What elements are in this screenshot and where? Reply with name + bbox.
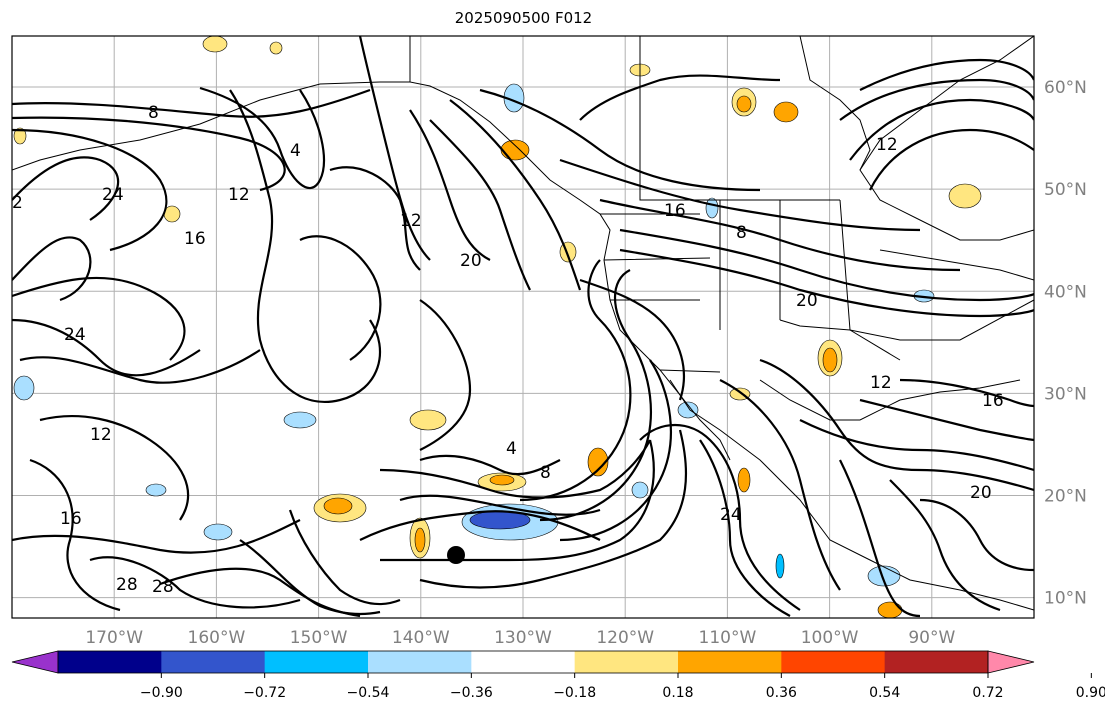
colorbar-segment (471, 651, 576, 673)
colorbar-tick-label: 0.54 (869, 685, 900, 701)
latitude-tick-label: 40°N (1044, 282, 1087, 302)
longitude-tick-label: 150°W (290, 628, 348, 648)
colorbar-frame (57, 650, 989, 674)
svg-text:20: 20 (460, 251, 482, 271)
latitude-tick-label: 50°N (1044, 180, 1087, 200)
colorbar-tick-label: 0.72 (972, 685, 1003, 701)
svg-text:8: 8 (148, 103, 159, 123)
svg-text:12: 12 (870, 373, 892, 393)
svg-text:16: 16 (60, 509, 82, 529)
storm-center-marker (447, 546, 465, 564)
svg-text:16: 16 (982, 391, 1004, 411)
colorbar-extend-low (11, 650, 59, 674)
map-title: 2025090500 F012 (454, 9, 593, 27)
longitude-labels: 170°W 160°W 150°W 140°W 130°W 120°W 110°W 100°W… (85, 628, 955, 648)
longitude-tick-label: 110°W (699, 628, 757, 648)
colorbar-tick-label: −0.90 (140, 685, 183, 701)
latitude-tick-label: 60°N (1044, 78, 1087, 98)
latitude-tick-label: 10°N (1044, 589, 1087, 609)
svg-text:8: 8 (736, 223, 747, 243)
svg-text:4: 4 (506, 439, 517, 459)
svg-text:12: 12 (90, 425, 112, 445)
map-frame (11, 35, 1035, 619)
colorbar-tick-label: 0.90 (1076, 685, 1105, 701)
svg-text:8: 8 (540, 463, 551, 483)
longitude-tick-label: 100°W (801, 628, 859, 648)
colorbar-extend-high (987, 650, 1035, 674)
colorbar-tick-label: 0.18 (662, 685, 693, 701)
svg-text:2: 2 (12, 193, 23, 213)
svg-text:16: 16 (184, 229, 206, 249)
colorbar-segment (58, 651, 162, 673)
colorbar-tick-label: −0.18 (553, 685, 596, 701)
svg-text:28: 28 (152, 577, 174, 597)
longitude-tick-label: 130°W (494, 628, 552, 648)
colorbar-segment (884, 651, 989, 673)
colorbar-segment (161, 651, 266, 673)
svg-text:4: 4 (290, 141, 301, 161)
svg-text:16: 16 (664, 201, 686, 221)
colorbar-segment (781, 651, 886, 673)
svg-text:20: 20 (970, 483, 992, 503)
latitude-labels: 10°N 20°N 30°N 40°N 50°N 60°N (1044, 78, 1087, 609)
colorbar-tick-label: −0.54 (347, 685, 390, 701)
svg-text:24: 24 (720, 505, 742, 525)
colorbar-tick-label: 0.36 (766, 685, 797, 701)
contours (12, 36, 1034, 618)
svg-text:12: 12 (228, 185, 250, 205)
coastlines (12, 36, 1034, 611)
colorbar-tick-label: −0.36 (450, 685, 493, 701)
longitude-tick-label: 160°W (188, 628, 246, 648)
colorbar-tick-label: −0.72 (243, 685, 286, 701)
svg-text:24: 24 (64, 325, 86, 345)
svg-text:12: 12 (876, 135, 898, 155)
longitude-tick-label: 140°W (392, 628, 450, 648)
colorbar: −0.90 −0.72 −0.54 −0.36 −0.18 0.18 0.36 0.54 0.7… (11, 650, 1105, 701)
contour-labels: 8 12 16 20 24 28 4 2 12 16 20 12 8 16 8 … (12, 103, 1004, 597)
longitude-tick-label: 120°W (596, 628, 654, 648)
svg-text:20: 20 (796, 291, 818, 311)
colorbar-segment (368, 651, 472, 673)
colorbar-segment (264, 651, 369, 673)
svg-text:28: 28 (116, 575, 138, 595)
svg-text:12: 12 (400, 211, 422, 231)
latitude-tick-label: 20°N (1044, 486, 1087, 506)
svg-text:24: 24 (102, 185, 124, 205)
latitude-tick-label: 30°N (1044, 384, 1087, 404)
longitude-tick-label: 90°W (908, 628, 955, 648)
colorbar-segment (574, 651, 679, 673)
colorbar-segment (678, 651, 782, 673)
longitude-tick-label: 170°W (85, 628, 143, 648)
